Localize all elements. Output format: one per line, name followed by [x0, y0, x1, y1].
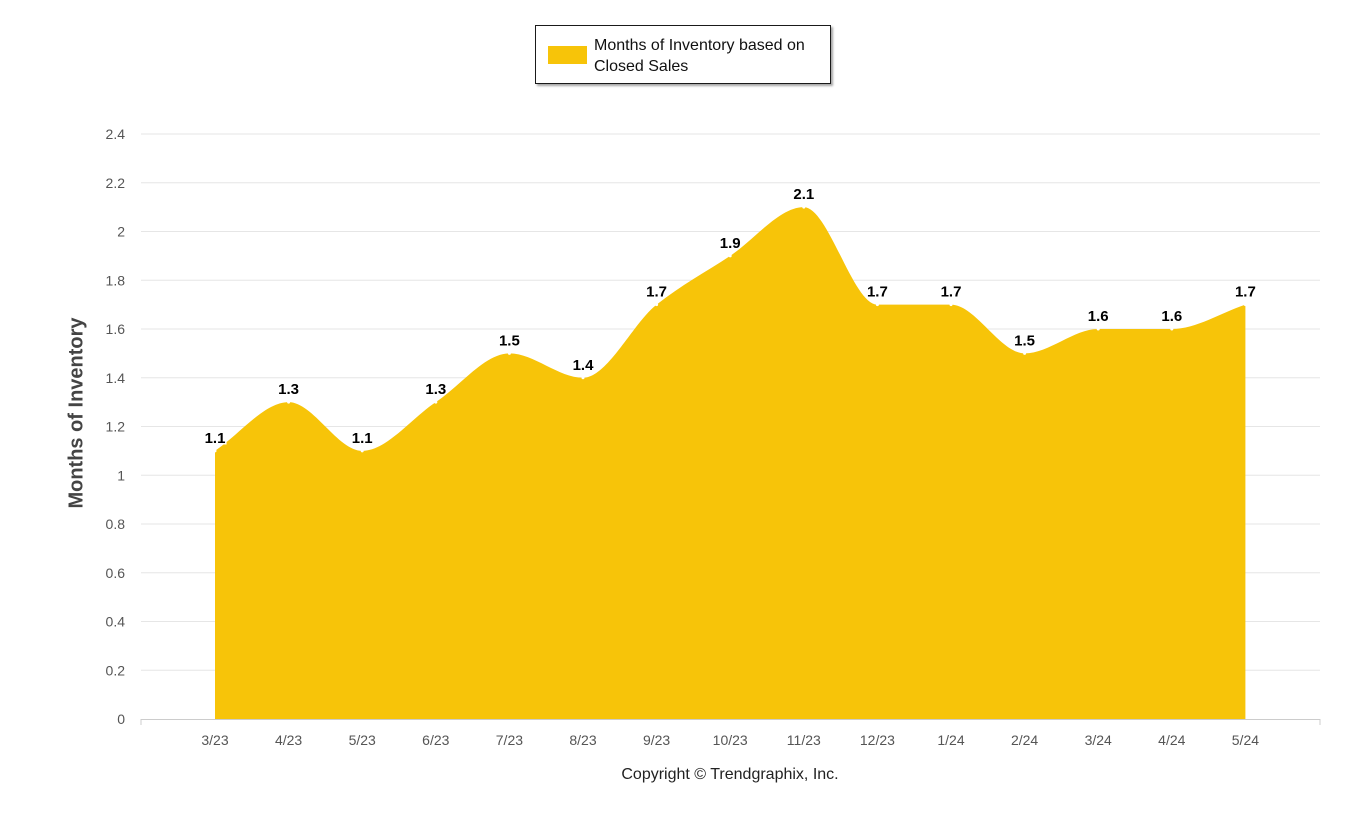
x-tick-label: 4/23 — [275, 732, 302, 748]
y-tick-label: 1 — [117, 467, 125, 483]
data-label: 1.4 — [573, 357, 595, 374]
legend-swatch — [548, 46, 587, 64]
data-point — [1096, 327, 1100, 331]
y-tick-label: 1.2 — [106, 419, 126, 435]
x-tick-label: 8/23 — [569, 732, 596, 748]
area-series — [215, 207, 1246, 719]
y-tick-label: 2 — [117, 224, 125, 240]
data-label: 1.5 — [1014, 332, 1035, 349]
x-tick-label: 6/23 — [422, 732, 449, 748]
data-point — [728, 254, 732, 258]
y-tick-label: 0.6 — [106, 565, 126, 581]
data-point — [360, 449, 364, 453]
data-label: 1.1 — [352, 430, 373, 447]
x-tick-label: 3/24 — [1085, 732, 1112, 748]
x-tick-label: 7/23 — [496, 732, 523, 748]
data-label: 2.1 — [793, 186, 814, 203]
x-tick-label: 5/24 — [1232, 732, 1259, 748]
data-point — [802, 205, 806, 209]
legend-label: Months of Inventory based on Closed Sale… — [594, 37, 805, 75]
x-tick-label: 2/24 — [1011, 732, 1038, 748]
data-label: 1.6 — [1161, 308, 1182, 325]
y-tick-label: 1.8 — [106, 272, 126, 288]
data-label: 1.3 — [425, 381, 446, 398]
data-point — [581, 376, 585, 380]
x-tick-label: 1/24 — [937, 732, 964, 748]
data-label: 1.6 — [1088, 308, 1109, 325]
data-label: 1.3 — [278, 381, 299, 398]
data-point — [434, 400, 438, 404]
data-label: 1.7 — [867, 284, 888, 301]
legend: Months of Inventory based on Closed Sale… — [535, 25, 831, 84]
data-label: 1.9 — [720, 235, 741, 252]
y-tick-label: 1.6 — [106, 321, 126, 337]
x-tick-label: 3/23 — [201, 732, 228, 748]
data-label: 1.7 — [646, 284, 667, 301]
data-label: 1.1 — [205, 430, 226, 447]
y-tick-label: 2.4 — [106, 126, 126, 142]
x-tick-label: 10/23 — [713, 732, 748, 748]
data-point — [1170, 327, 1174, 331]
x-tick-label: 4/24 — [1158, 732, 1185, 748]
x-tick-label: 5/23 — [349, 732, 376, 748]
y-tick-label: 2.2 — [106, 175, 126, 191]
data-point — [1023, 351, 1027, 355]
y-tick-label: 0.2 — [106, 662, 126, 678]
data-point — [287, 400, 291, 404]
data-point — [1243, 303, 1247, 307]
data-point — [213, 449, 217, 453]
data-label: 1.7 — [1235, 284, 1256, 301]
data-label: 1.5 — [499, 332, 520, 349]
data-point — [875, 303, 879, 307]
y-tick-label: 1.4 — [106, 370, 126, 386]
x-tick-label: 11/23 — [787, 732, 821, 748]
data-point — [949, 303, 953, 307]
data-label: 1.7 — [941, 284, 962, 301]
data-point — [655, 303, 659, 307]
y-tick-label: 0.8 — [106, 516, 126, 532]
y-tick-label: 0 — [117, 711, 125, 727]
x-tick-label: 12/23 — [860, 732, 895, 748]
x-tick-label: 9/23 — [643, 732, 670, 748]
y-tick-label: 0.4 — [106, 614, 126, 630]
copyright-text: Copyright © Trendgraphix, Inc. — [621, 766, 839, 783]
data-point — [507, 351, 511, 355]
